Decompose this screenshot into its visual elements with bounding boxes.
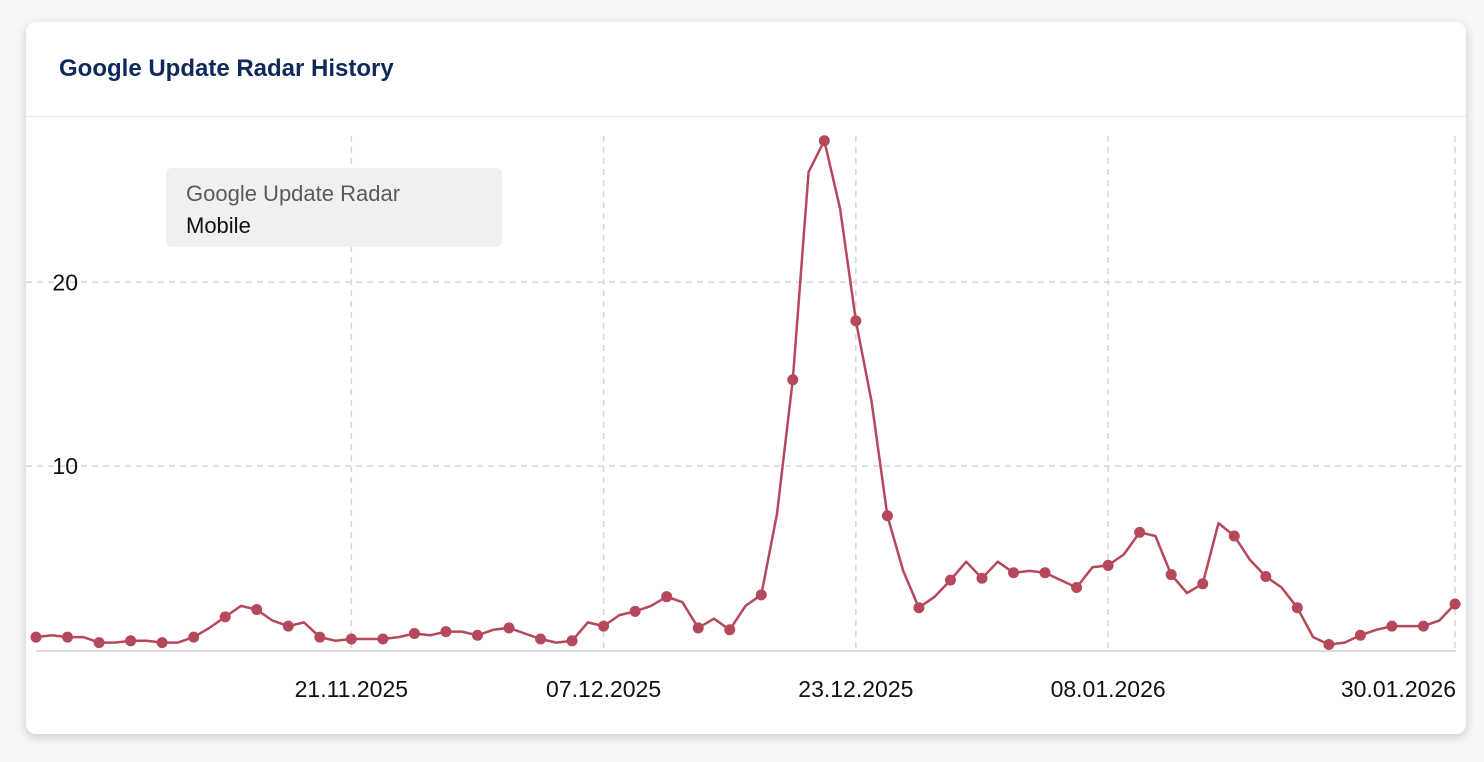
data-point [440,626,452,638]
chart-legend: Google Update Radar Mobile [166,168,502,247]
data-point [1323,638,1335,650]
data-point [1008,567,1020,579]
legend-entry-mobile: Mobile [186,213,251,238]
data-point [93,637,105,649]
data-point [314,631,326,643]
data-point [787,374,799,386]
data-point [692,622,704,634]
data-point [535,633,547,645]
data-point [1449,598,1461,610]
data-point [125,635,137,647]
data-point [62,631,74,643]
data-point [408,627,420,639]
series-line-mobile [35,139,1456,646]
data-point [1071,581,1083,593]
data-point [1228,530,1240,542]
data-point [598,620,610,632]
y-tick-label-20: 20 [52,269,78,295]
x-tick-label-4: 30.01.2026 [1341,676,1456,702]
data-point [1134,526,1146,538]
data-point [377,633,389,645]
card-title: Google Update Radar History [59,55,394,82]
data-point [566,635,578,647]
x-tick-label-0: 21.11.2025 [295,676,408,702]
data-point [881,510,893,522]
data-point [661,591,673,603]
data-point [1417,620,1429,632]
x-tick-label-3: 08.01.2026 [1051,676,1166,702]
data-point [629,605,641,617]
data-point [976,572,988,584]
data-point [818,135,830,147]
data-point [1039,567,1051,579]
data-point [156,637,168,649]
data-point [282,620,294,632]
data-point [1386,620,1398,632]
x-tick-label-1: 07.12.2025 [546,676,661,702]
data-point [503,622,515,634]
data-point [30,631,42,643]
data-point [1291,602,1303,614]
x-tick-label-2: 23.12.2025 [798,676,913,702]
card-header: Google Update Radar History [26,22,1466,117]
data-point [755,589,767,601]
data-point [471,629,483,641]
data-point [724,624,736,636]
data-point [850,315,862,327]
data-point [251,604,263,616]
data-point [1165,569,1177,581]
chart-card: Google Update Radar History 10 20 21.11.20… [26,22,1466,734]
data-point [1260,570,1272,582]
line-chart: 10 20 21.11.2025 07.12.2025 23.12.2025 08.01.… [26,135,1466,702]
data-point [1354,629,1366,641]
y-tick-label-10: 10 [52,453,78,479]
data-point [345,633,357,645]
data-point [219,611,231,623]
legend-title: Google Update Radar [186,181,401,206]
data-point [913,602,925,614]
data-point [188,631,200,643]
data-point [944,574,956,586]
data-point [1197,578,1209,590]
data-point [1102,559,1114,571]
